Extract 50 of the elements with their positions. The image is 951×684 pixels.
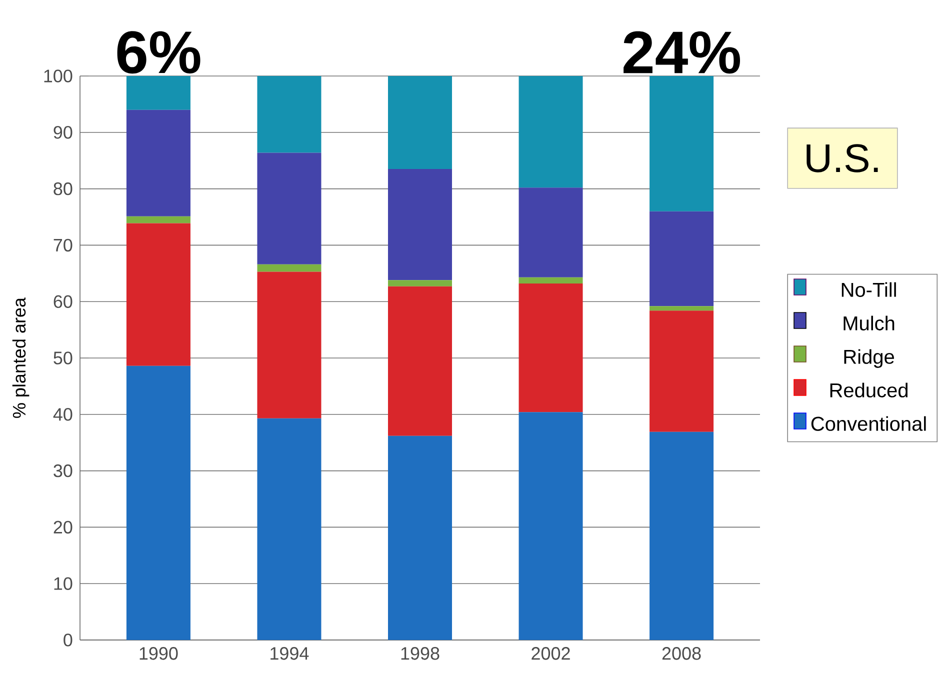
y-tick-label: 30 xyxy=(54,464,72,478)
y-tick-label: 70 xyxy=(54,238,72,252)
y-axis-title: % planted area xyxy=(12,297,30,418)
bar xyxy=(518,284,583,412)
y-tick-label: 0 xyxy=(64,634,72,646)
bar xyxy=(126,76,190,110)
y-tick-label: 40 xyxy=(53,408,72,421)
bar xyxy=(650,310,714,432)
y-tick-label: 60 xyxy=(54,295,72,308)
bar xyxy=(388,280,452,286)
annotation: 6% xyxy=(117,31,200,74)
bar xyxy=(650,76,714,212)
legend-label: Conventional xyxy=(811,416,926,431)
bar xyxy=(257,272,322,418)
x-tick-label: 1998 xyxy=(401,647,440,660)
legend-label: Mulch xyxy=(844,316,894,330)
bar xyxy=(388,169,452,280)
bar xyxy=(126,110,190,216)
bar xyxy=(518,412,583,640)
y-tick-label: 10 xyxy=(54,577,72,590)
legend-label: Reduced xyxy=(830,382,908,398)
bar xyxy=(257,152,322,264)
x-tick-label: 1990 xyxy=(140,647,178,660)
bar xyxy=(257,76,322,153)
bar xyxy=(126,216,190,224)
text: U.S. xyxy=(806,144,878,172)
bar xyxy=(518,277,583,284)
x-tick-label: 2008 xyxy=(662,647,701,660)
bar xyxy=(388,436,452,640)
y-tick-label: 20 xyxy=(54,520,72,534)
bar xyxy=(518,188,583,278)
y-tick-label: 80 xyxy=(54,182,72,196)
bar xyxy=(518,76,583,188)
legend-label: Ridge xyxy=(844,349,894,368)
bar xyxy=(388,286,452,436)
y-tick-label: 100 xyxy=(44,70,72,82)
bar xyxy=(126,366,190,640)
x-tick-label: 1994 xyxy=(270,647,309,660)
bar xyxy=(650,211,714,306)
bar xyxy=(388,76,452,170)
y-tick-label: 50 xyxy=(54,352,72,364)
bar xyxy=(650,306,714,311)
bar xyxy=(650,432,714,640)
x-tick-label: 2002 xyxy=(532,647,570,660)
legend-label: No-Till xyxy=(842,282,896,297)
bar xyxy=(257,264,322,272)
bar xyxy=(126,223,190,366)
bar xyxy=(257,418,322,640)
y-tick-label: 90 xyxy=(54,126,72,139)
annotation: 24% xyxy=(624,31,740,74)
